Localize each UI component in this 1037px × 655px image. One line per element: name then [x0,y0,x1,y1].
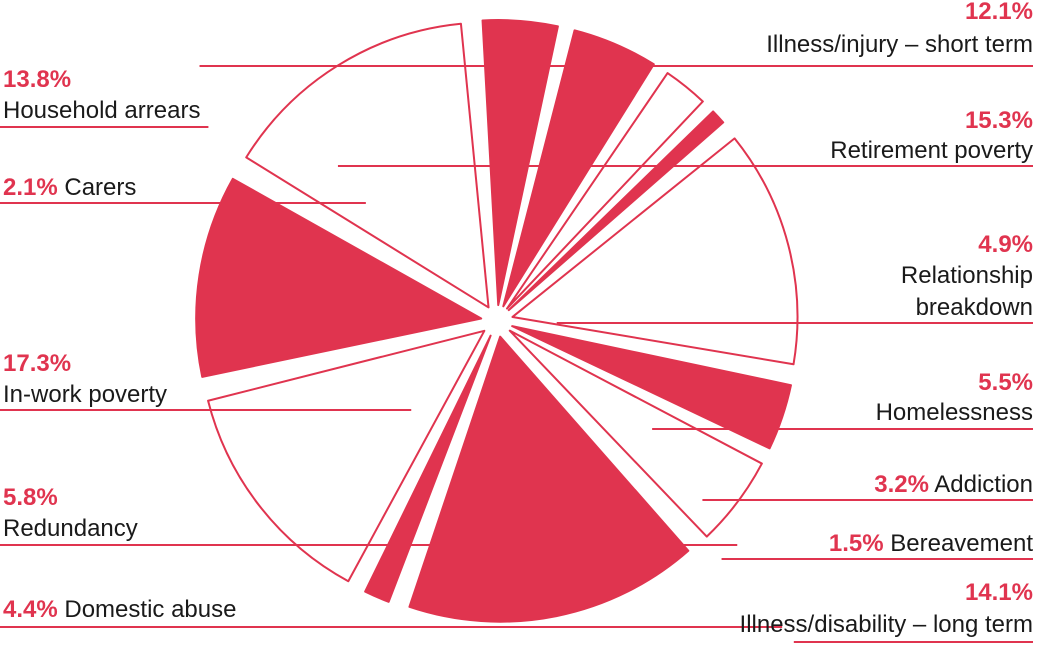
label-addiction: 3.2% Addiction [874,471,1033,498]
pie-slice-domestic-abuse [511,325,792,450]
pie-slice-carers [364,334,492,603]
slice-percent-label: 5.8% [3,484,58,511]
pie-slice-addiction [506,72,704,310]
slice-category-label: Redundancy [3,515,138,542]
slice-percent-label: 2.1% [3,174,58,201]
label-bereavement: 1.5% Bereavement [829,530,1033,557]
pie-slice-illness-injury-short-term [195,177,483,378]
label-retirement-poverty: 15.3% Retirement poverty [830,107,1033,164]
slice-category-label: Illness/disability – long term [740,611,1033,638]
pie-slice-illness-disability-long-term [511,137,799,366]
slice-percent-label: 17.3% [3,350,71,377]
pie-slice-relationship-breakdown [481,19,559,307]
slice-category-label: In-work poverty [3,381,167,408]
slice-category-label: Relationship [901,262,1033,289]
slice-category-label: Domestic abuse [64,596,236,623]
slice-percent-label: 15.3% [965,107,1033,134]
label-redundancy: 5.8% Redundancy [3,484,138,542]
slice-category-label: Bereavement [890,530,1033,557]
slice-percent-label: 14.1% [965,579,1033,606]
slice-category-label: Addiction [934,471,1033,498]
label-carers: 2.1% Carers [3,174,136,201]
label-illness-long-term: 14.1% Illness/disability – long term [740,579,1033,638]
pie-slices [195,19,799,623]
pie-slice-in-work-poverty [408,335,690,623]
label-domestic-abuse: 4.4% Domestic abuse [3,596,236,623]
label-leader-lines [0,65,1033,643]
slice-percent-label: 5.5% [978,369,1033,396]
slice-category-label: Household arrears [3,97,200,124]
pie-slice-household-arrears [207,329,486,583]
label-illness-short-term: 12.1% Illness/injury – short term [766,0,1033,58]
slice-category-label: Retirement poverty [830,137,1033,164]
slice-percent-label: 1.5% [829,530,884,557]
slice-percent-label: 12.1% [965,0,1033,25]
pie-slice-homelessness [502,29,655,308]
label-homelessness: 5.5% Homelessness [876,369,1033,426]
slice-category-label: Carers [64,174,136,201]
slice-percent-label: 3.2% [874,471,929,498]
slice-category-label-line2: breakdown [916,294,1033,321]
pie-slice-redundancy [508,329,763,538]
slice-percent-label: 13.8% [3,66,71,93]
label-household-arrears: 13.8% Household arrears [3,66,200,124]
label-in-work-poverty: 17.3% In-work poverty [3,350,167,408]
slice-category-label: Illness/injury – short term [766,31,1033,58]
slice-percent-label: 4.9% [978,231,1033,258]
pie-slice-bereavement [507,110,725,312]
label-relationship-breakdown: 4.9% Relationship breakdown [901,231,1033,321]
slice-percent-label: 4.4% [3,596,58,623]
slice-category-label: Homelessness [876,399,1033,426]
